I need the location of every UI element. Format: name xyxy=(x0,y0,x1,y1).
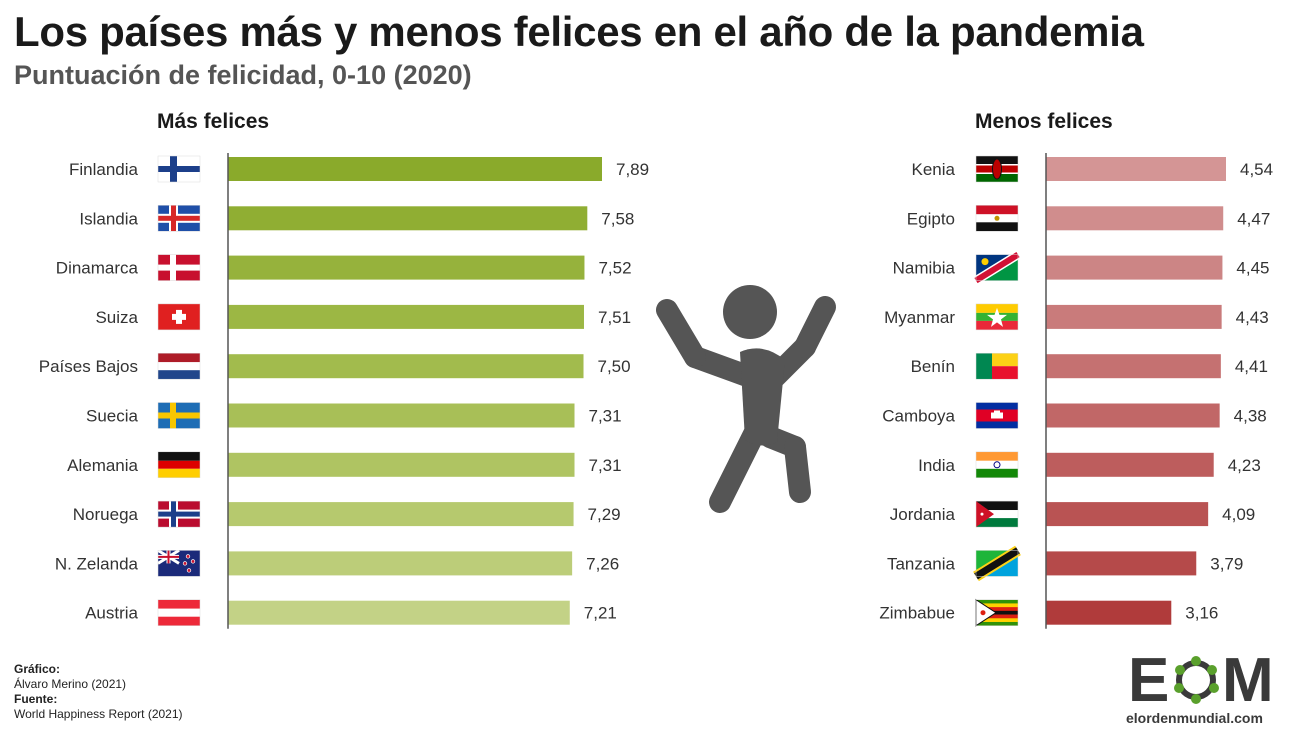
bar xyxy=(228,502,574,527)
bar xyxy=(1046,551,1197,576)
germany-flag-icon xyxy=(157,451,201,479)
data-label: 7,50 xyxy=(598,357,631,376)
data-label: 4,45 xyxy=(1236,259,1269,278)
grafico-label: Gráfico: xyxy=(14,662,61,676)
india-flag-icon xyxy=(975,451,1019,479)
category-label: Noruega xyxy=(73,505,139,524)
category-label: Suiza xyxy=(95,308,138,327)
data-label: 7,29 xyxy=(588,505,621,524)
data-label: 7,21 xyxy=(584,604,617,623)
credits-block: Gráfico: Álvaro Merino (2021) Fuente: Wo… xyxy=(14,662,183,722)
category-label: Tanzania xyxy=(887,554,956,573)
happy-person-icon xyxy=(656,285,836,513)
category-label: Países Bajos xyxy=(39,357,138,376)
benin-flag-icon xyxy=(975,352,1019,380)
sweden-flag-icon xyxy=(157,402,201,429)
logo-letter-m: M xyxy=(1222,646,1274,715)
bar xyxy=(228,452,575,477)
data-label: 3,79 xyxy=(1210,554,1243,573)
category-label: Dinamarca xyxy=(56,259,139,278)
category-label: Egipto xyxy=(907,209,955,228)
bar xyxy=(1046,206,1224,231)
cambodia-flag-icon xyxy=(975,402,1019,429)
data-label: 4,41 xyxy=(1235,357,1268,376)
bar xyxy=(1046,354,1221,379)
data-label: 4,54 xyxy=(1240,160,1273,179)
category-label: Austria xyxy=(85,604,138,623)
data-label: 4,38 xyxy=(1234,407,1267,426)
data-label: 4,47 xyxy=(1237,209,1270,228)
bar xyxy=(1046,304,1222,329)
eom-logo: E M elordenmundial.com xyxy=(1120,650,1290,730)
data-label: 7,31 xyxy=(589,407,622,426)
bar xyxy=(228,551,573,576)
right-panel-title: Menos felices xyxy=(975,110,1113,133)
category-label: Kenia xyxy=(912,160,956,179)
tanzania-flag-icon xyxy=(973,545,1021,582)
logo-globe-icon xyxy=(1174,656,1219,704)
norway-flag-icon xyxy=(157,500,201,528)
denmark-flag-icon xyxy=(157,254,201,281)
namibia-flag-icon xyxy=(973,250,1021,285)
category-label: Jordania xyxy=(890,505,956,524)
bar xyxy=(228,403,575,428)
left-bar-chart: Finlandia 7,89 Islandia 7,58 Dinamarca 7,52 Su… xyxy=(39,153,649,629)
zimbabwe-flag-icon xyxy=(975,598,1019,627)
jordan-flag-icon xyxy=(975,500,1019,528)
data-label: 4,09 xyxy=(1222,505,1255,524)
category-label: N. Zelanda xyxy=(55,554,139,573)
austria-flag-icon xyxy=(157,599,201,626)
kenya-flag-icon xyxy=(975,155,1019,183)
page-subtitle: Puntuación de felicidad, 0-10 (2020) xyxy=(14,60,472,90)
bar xyxy=(1046,157,1226,181)
fuente-label: Fuente: xyxy=(14,692,58,706)
bar xyxy=(1046,502,1209,527)
data-label: 3,16 xyxy=(1185,604,1218,623)
category-label: Finlandia xyxy=(69,160,139,179)
category-label: Alemania xyxy=(67,456,138,475)
category-label: Namibia xyxy=(893,259,956,278)
data-label: 7,51 xyxy=(598,308,631,327)
data-label: 4,23 xyxy=(1228,456,1261,475)
bar xyxy=(228,354,584,379)
myanmar-flag-icon xyxy=(975,303,1019,331)
category-label: Suecia xyxy=(86,407,139,426)
bar xyxy=(228,206,588,231)
egypt-flag-icon xyxy=(975,205,1019,232)
bar xyxy=(228,600,570,625)
left-panel-title: Más felices xyxy=(157,110,270,133)
switzerland-flag-icon xyxy=(157,303,201,331)
page-title: Los países más y menos felices en el año… xyxy=(14,8,1144,55)
fuente-value: World Happiness Report (2021) xyxy=(14,707,183,721)
category-label: Benín xyxy=(911,357,955,376)
data-label: 7,52 xyxy=(598,259,631,278)
grafico-value: Álvaro Merino (2021) xyxy=(14,677,127,691)
finland-flag-icon xyxy=(157,155,201,183)
bar xyxy=(1046,600,1172,625)
data-label: 7,89 xyxy=(616,160,649,179)
category-label: Zimbabue xyxy=(879,604,955,623)
iceland-flag-icon xyxy=(157,205,201,232)
bar xyxy=(1046,255,1223,280)
netherlands-flag-icon xyxy=(157,352,201,380)
logo-letter-e: E xyxy=(1128,646,1169,715)
category-label: India xyxy=(918,456,955,475)
data-label: 7,31 xyxy=(589,456,622,475)
bar xyxy=(1046,452,1214,477)
bar xyxy=(228,255,585,280)
new-zealand-flag-icon xyxy=(157,549,201,577)
logo-url: elordenmundial.com xyxy=(1126,710,1263,726)
category-label: Islandia xyxy=(79,209,138,228)
data-label: 7,26 xyxy=(586,554,619,573)
bar xyxy=(228,157,602,181)
data-label: 7,58 xyxy=(601,209,634,228)
bar xyxy=(228,304,584,329)
right-bar-chart: Kenia 4,54 Egipto 4,47 Namibia 4,45 Myanmar 4,4… xyxy=(879,153,1273,629)
category-label: Myanmar xyxy=(884,308,955,327)
category-label: Camboya xyxy=(882,407,955,426)
data-label: 4,43 xyxy=(1236,308,1269,327)
bar xyxy=(1046,403,1220,428)
